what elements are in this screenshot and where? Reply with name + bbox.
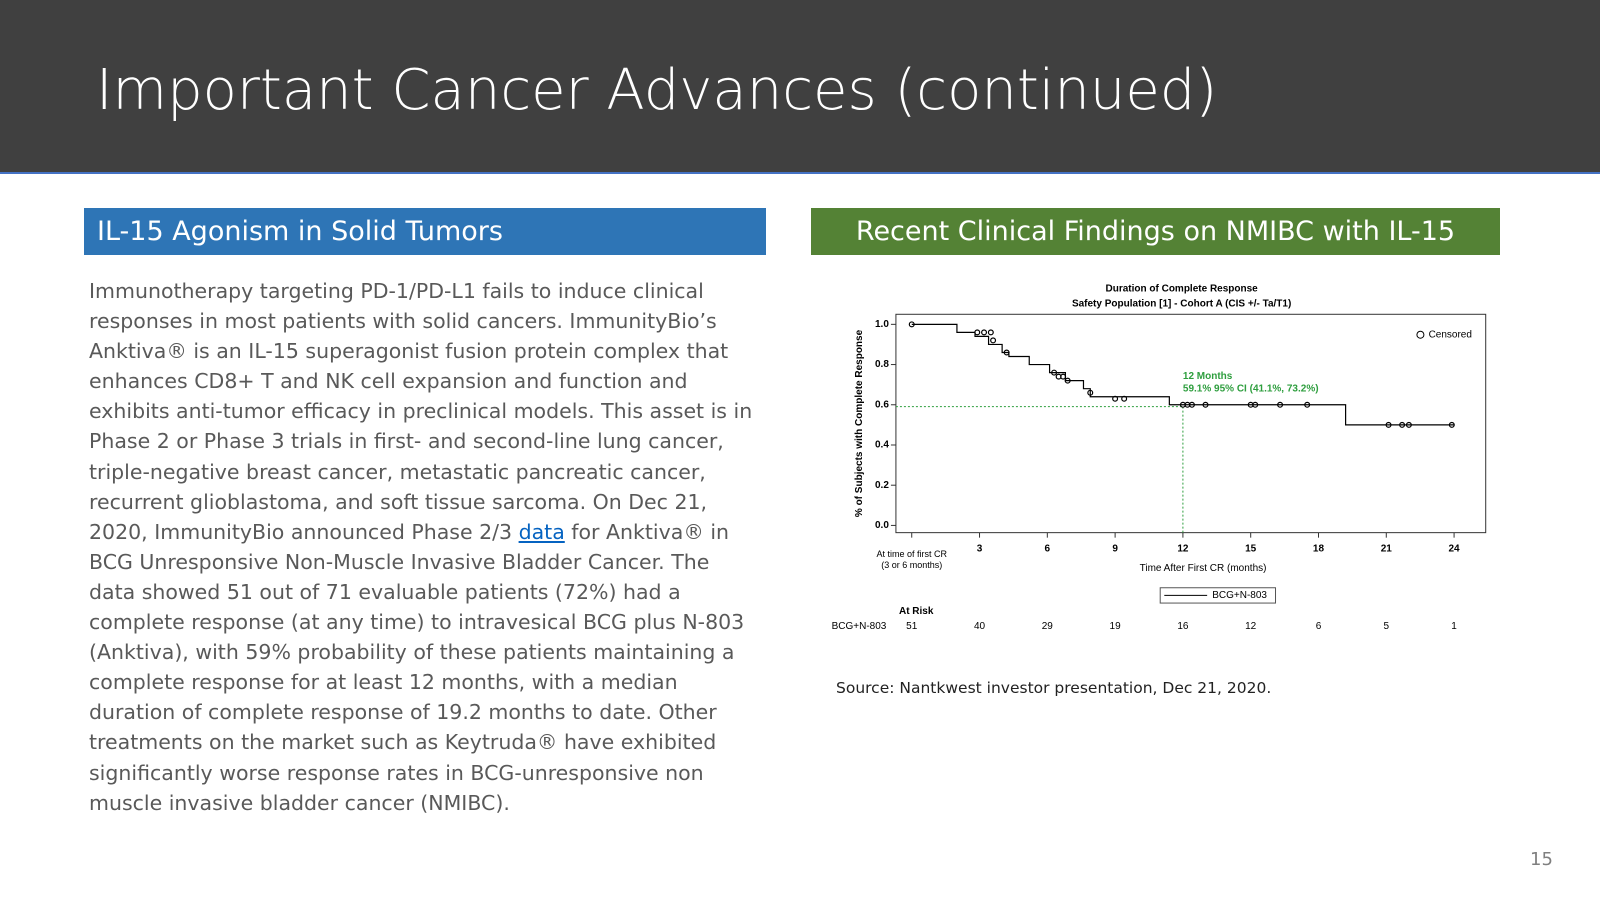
- left-heading: IL-15 Agonism in Solid Tumors: [84, 208, 766, 255]
- x-tick-label: 15: [1245, 543, 1257, 554]
- at-risk-count: 29: [1042, 621, 1054, 632]
- censored-mark: [1087, 389, 1094, 396]
- censored-mark: [1399, 421, 1406, 428]
- censored-mark: [1202, 401, 1209, 408]
- page-number: 15: [1530, 849, 1553, 870]
- censored-mark: [1277, 401, 1284, 408]
- x-tick-label: At time of first CR (3 or 6 months): [876, 548, 947, 570]
- x-tick-label: 21: [1381, 543, 1393, 554]
- x-tick-label: 3: [977, 543, 983, 554]
- x-tick-label: 18: [1313, 543, 1325, 554]
- survival-curve: [911, 323, 1455, 426]
- x-tick-label: 12: [1177, 543, 1189, 554]
- plot-frame: [895, 313, 1487, 534]
- censored-mark: [1188, 401, 1195, 408]
- annotation: 12 Months: [1183, 371, 1233, 382]
- censored-mark: [1252, 401, 1259, 408]
- censored-mark: [987, 329, 994, 336]
- y-axis-label: % of Subjects with Complete Response: [854, 329, 865, 517]
- body-text: Immunotherapy targeting PD-1/PD-L1 fails…: [89, 276, 754, 818]
- y-tick-label: 0.2: [875, 480, 889, 491]
- title-bar: [0, 0, 1600, 174]
- at-risk-count: 51: [906, 621, 918, 632]
- body-text: Immunotherapy targeting PD-1/PD-L1 fails…: [89, 279, 753, 544]
- right-heading: Recent Clinical Findings on NMIBC with I…: [811, 208, 1500, 255]
- at-risk-count: 40: [974, 621, 986, 632]
- at-risk-count: 19: [1110, 621, 1122, 632]
- y-tick-label: 0.4: [875, 440, 889, 451]
- at-risk-count: 5: [1384, 621, 1390, 632]
- censored-mark: [1405, 421, 1412, 428]
- at-risk-count: 16: [1177, 621, 1189, 632]
- slide-title: Important Cancer Advances (continued): [96, 58, 1218, 123]
- y-tick-label: 0.6: [875, 399, 889, 410]
- legend-symbol: [1416, 330, 1425, 339]
- at-risk-count: 1: [1451, 621, 1457, 632]
- censored-mark: [908, 321, 915, 328]
- censored-mark: [1112, 395, 1119, 402]
- at-risk-count: 6: [1316, 621, 1322, 632]
- censored-mark: [1448, 421, 1455, 428]
- censored-mark: [1304, 401, 1311, 408]
- chart-subtitle: Safety Population [1] - Cohort A (CIS +/…: [1072, 299, 1291, 310]
- chart-title: Duration of Complete Response: [1106, 283, 1259, 294]
- x-tick-label: 6: [1045, 543, 1051, 554]
- x-axis-label: Time After First CR (months): [1140, 563, 1267, 574]
- censored-mark: [1051, 369, 1058, 376]
- annotation: 59.1% 95% CI (41.1%, 73.2%): [1183, 383, 1319, 394]
- censored-mark: [1060, 373, 1067, 380]
- body-text: for Anktiva® in BCG Unresponsive Non-Mus…: [89, 519, 745, 815]
- censored-mark: [1385, 421, 1392, 428]
- censored-mark: [1003, 349, 1010, 356]
- y-tick-label: 0.8: [875, 359, 889, 370]
- data-link[interactable]: data: [518, 519, 565, 544]
- censored-mark: [1064, 377, 1071, 384]
- legend-label: Censored: [1429, 329, 1472, 340]
- y-tick-label: 1.0: [875, 319, 889, 330]
- censored-mark: [981, 329, 988, 336]
- x-tick-label: 9: [1112, 543, 1118, 554]
- censored-mark: [974, 329, 981, 336]
- censored-mark: [1121, 395, 1128, 402]
- legend-label: BCG+N-803: [1212, 590, 1267, 601]
- y-tick-label: 0.0: [875, 520, 889, 531]
- legend-box: [1159, 587, 1277, 604]
- at-risk-row-label: BCG+N-803: [832, 621, 887, 632]
- censored-mark: [990, 337, 997, 344]
- at-risk-count: 12: [1245, 621, 1257, 632]
- x-tick-label: 24: [1449, 543, 1461, 554]
- source-note: Source: Nantkwest investor presentation,…: [836, 679, 1272, 697]
- x-tick-label: At time of first CR (3 or 6 months): [876, 548, 947, 570]
- at-risk-title: At Risk: [899, 606, 934, 617]
